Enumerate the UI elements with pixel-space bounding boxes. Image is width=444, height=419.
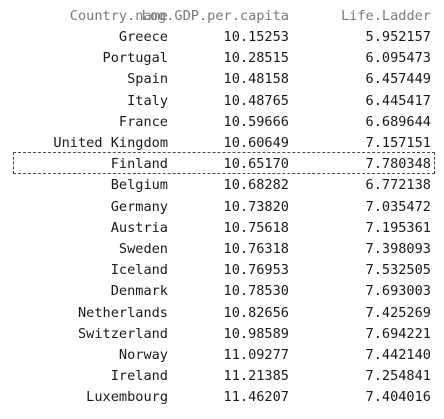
cell-country-name: Italy bbox=[127, 92, 168, 109]
table-row: Germany 10.73820 7.035472 bbox=[0, 197, 444, 218]
cell-log-gdp: 10.78530 bbox=[223, 283, 289, 300]
cell-log-gdp: 10.65170 bbox=[223, 156, 289, 173]
table-row: Austria 10.75618 7.195361 bbox=[0, 218, 444, 239]
cell-country-name: Netherlands bbox=[77, 304, 168, 321]
cell-life-ladder: 7.404016 bbox=[365, 389, 431, 406]
cell-log-gdp: 10.76953 bbox=[223, 262, 289, 279]
cell-country-name: Austria bbox=[110, 219, 168, 236]
cell-log-gdp: 10.28515 bbox=[223, 50, 289, 67]
table-row: United Kingdom 10.60649 7.157151 bbox=[0, 133, 444, 154]
column-header-country-name: Country.name bbox=[69, 8, 168, 24]
cell-log-gdp: 11.09277 bbox=[223, 347, 289, 363]
cell-life-ladder: 7.157151 bbox=[365, 135, 431, 151]
cell-country-name: France bbox=[118, 113, 168, 130]
cell-life-ladder: 6.457449 bbox=[365, 71, 431, 88]
cell-log-gdp: 11.21385 bbox=[223, 368, 289, 385]
cell-log-gdp: 10.75618 bbox=[223, 219, 289, 236]
table-row: Spain 10.48158 6.457449 bbox=[0, 69, 444, 90]
cell-log-gdp: 10.73820 bbox=[223, 198, 289, 215]
cell-country-name: Iceland bbox=[110, 262, 168, 279]
cell-life-ladder: 6.689644 bbox=[365, 113, 431, 130]
cell-life-ladder: 7.532505 bbox=[365, 262, 431, 279]
table-row: Greece 10.15253 5.952157 bbox=[0, 27, 444, 48]
cell-country-name: Norway bbox=[118, 347, 168, 363]
table-row: France 10.59666 6.689644 bbox=[0, 112, 444, 133]
cell-country-name: Greece bbox=[118, 29, 168, 45]
cell-life-ladder: 5.952157 bbox=[365, 29, 431, 45]
cell-life-ladder: 7.425269 bbox=[365, 304, 431, 321]
table-row: Netherlands 10.82656 7.425269 bbox=[0, 303, 444, 324]
cell-country-name: Spain bbox=[127, 71, 168, 88]
cell-country-name: Sweden bbox=[118, 241, 168, 257]
selection-highlight-box bbox=[13, 152, 435, 174]
cell-life-ladder: 6.095473 bbox=[365, 50, 431, 67]
cell-log-gdp: 10.15253 bbox=[223, 29, 289, 45]
table-row: Norway 11.09277 7.442140 bbox=[0, 345, 444, 366]
table-row: Luxembourg 11.46207 7.404016 bbox=[0, 387, 444, 408]
table-row: Portugal 10.28515 6.095473 bbox=[0, 48, 444, 69]
cell-log-gdp: 10.60649 bbox=[223, 135, 289, 151]
cell-life-ladder: 7.693003 bbox=[365, 283, 431, 300]
cell-log-gdp: 10.82656 bbox=[223, 304, 289, 321]
cell-log-gdp: 10.76318 bbox=[223, 241, 289, 257]
cell-log-gdp: 10.59666 bbox=[223, 113, 289, 130]
table-header-row: Country.name Log.GDP.per.capita Life.Lad… bbox=[0, 6, 444, 27]
cell-country-name: United Kingdom bbox=[53, 135, 168, 151]
table-row: Ireland 11.21385 7.254841 bbox=[0, 366, 444, 387]
cell-country-name: Germany bbox=[110, 198, 168, 215]
cell-country-name: Finland bbox=[110, 156, 168, 173]
cell-log-gdp: 10.68282 bbox=[223, 177, 289, 194]
cell-life-ladder: 7.254841 bbox=[365, 368, 431, 385]
cell-country-name: Luxembourg bbox=[86, 389, 168, 406]
cell-country-name: Portugal bbox=[102, 50, 168, 67]
table-row: Denmark 10.78530 7.693003 bbox=[0, 281, 444, 302]
cell-log-gdp: 10.98589 bbox=[223, 325, 289, 342]
table-row: Switzerland 10.98589 7.694221 bbox=[0, 324, 444, 345]
cell-country-name: Belgium bbox=[110, 177, 168, 194]
table-row: Belgium 10.68282 6.772138 bbox=[0, 175, 444, 196]
cell-life-ladder: 6.772138 bbox=[365, 177, 431, 194]
cell-country-name: Ireland bbox=[110, 368, 168, 385]
cell-life-ladder: 7.398093 bbox=[365, 241, 431, 257]
table-row: Sweden 10.76318 7.398093 bbox=[0, 239, 444, 260]
cell-country-name: Switzerland bbox=[77, 325, 168, 342]
cell-life-ladder: 6.445417 bbox=[365, 92, 431, 109]
cell-life-ladder: 7.694221 bbox=[365, 325, 431, 342]
table-row: Iceland 10.76953 7.532505 bbox=[0, 260, 444, 281]
table-row: Finland 10.65170 7.780348 bbox=[0, 154, 444, 175]
cell-life-ladder: 7.195361 bbox=[365, 219, 431, 236]
cell-log-gdp: 10.48158 bbox=[223, 71, 289, 88]
table-row: Italy 10.48765 6.445417 bbox=[0, 91, 444, 112]
cell-log-gdp: 10.48765 bbox=[223, 92, 289, 109]
cell-log-gdp: 11.46207 bbox=[223, 389, 289, 406]
column-header-log-gdp: Log.GDP.per.capita bbox=[141, 8, 289, 24]
cell-life-ladder: 7.035472 bbox=[365, 198, 431, 215]
column-header-life-ladder: Life.Ladder bbox=[340, 8, 431, 24]
cell-life-ladder: 7.442140 bbox=[365, 347, 431, 363]
cell-country-name: Denmark bbox=[110, 283, 168, 300]
cell-life-ladder: 7.780348 bbox=[365, 156, 431, 173]
